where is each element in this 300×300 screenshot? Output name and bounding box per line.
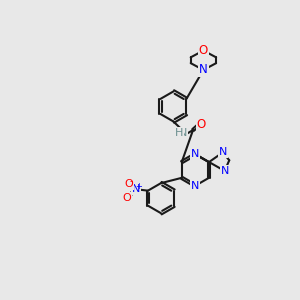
Text: N: N: [132, 184, 140, 194]
Text: N: N: [220, 166, 229, 176]
Text: N: N: [219, 147, 227, 158]
Text: -: -: [130, 177, 133, 186]
Text: H: H: [175, 128, 183, 138]
Text: O: O: [199, 44, 208, 57]
Text: +: +: [135, 182, 142, 191]
Text: O: O: [123, 193, 131, 203]
Text: N: N: [179, 128, 187, 138]
Text: O: O: [124, 179, 133, 189]
Text: N: N: [199, 64, 208, 76]
Text: O: O: [197, 118, 206, 130]
Text: N: N: [191, 149, 200, 159]
Text: N: N: [191, 181, 200, 191]
